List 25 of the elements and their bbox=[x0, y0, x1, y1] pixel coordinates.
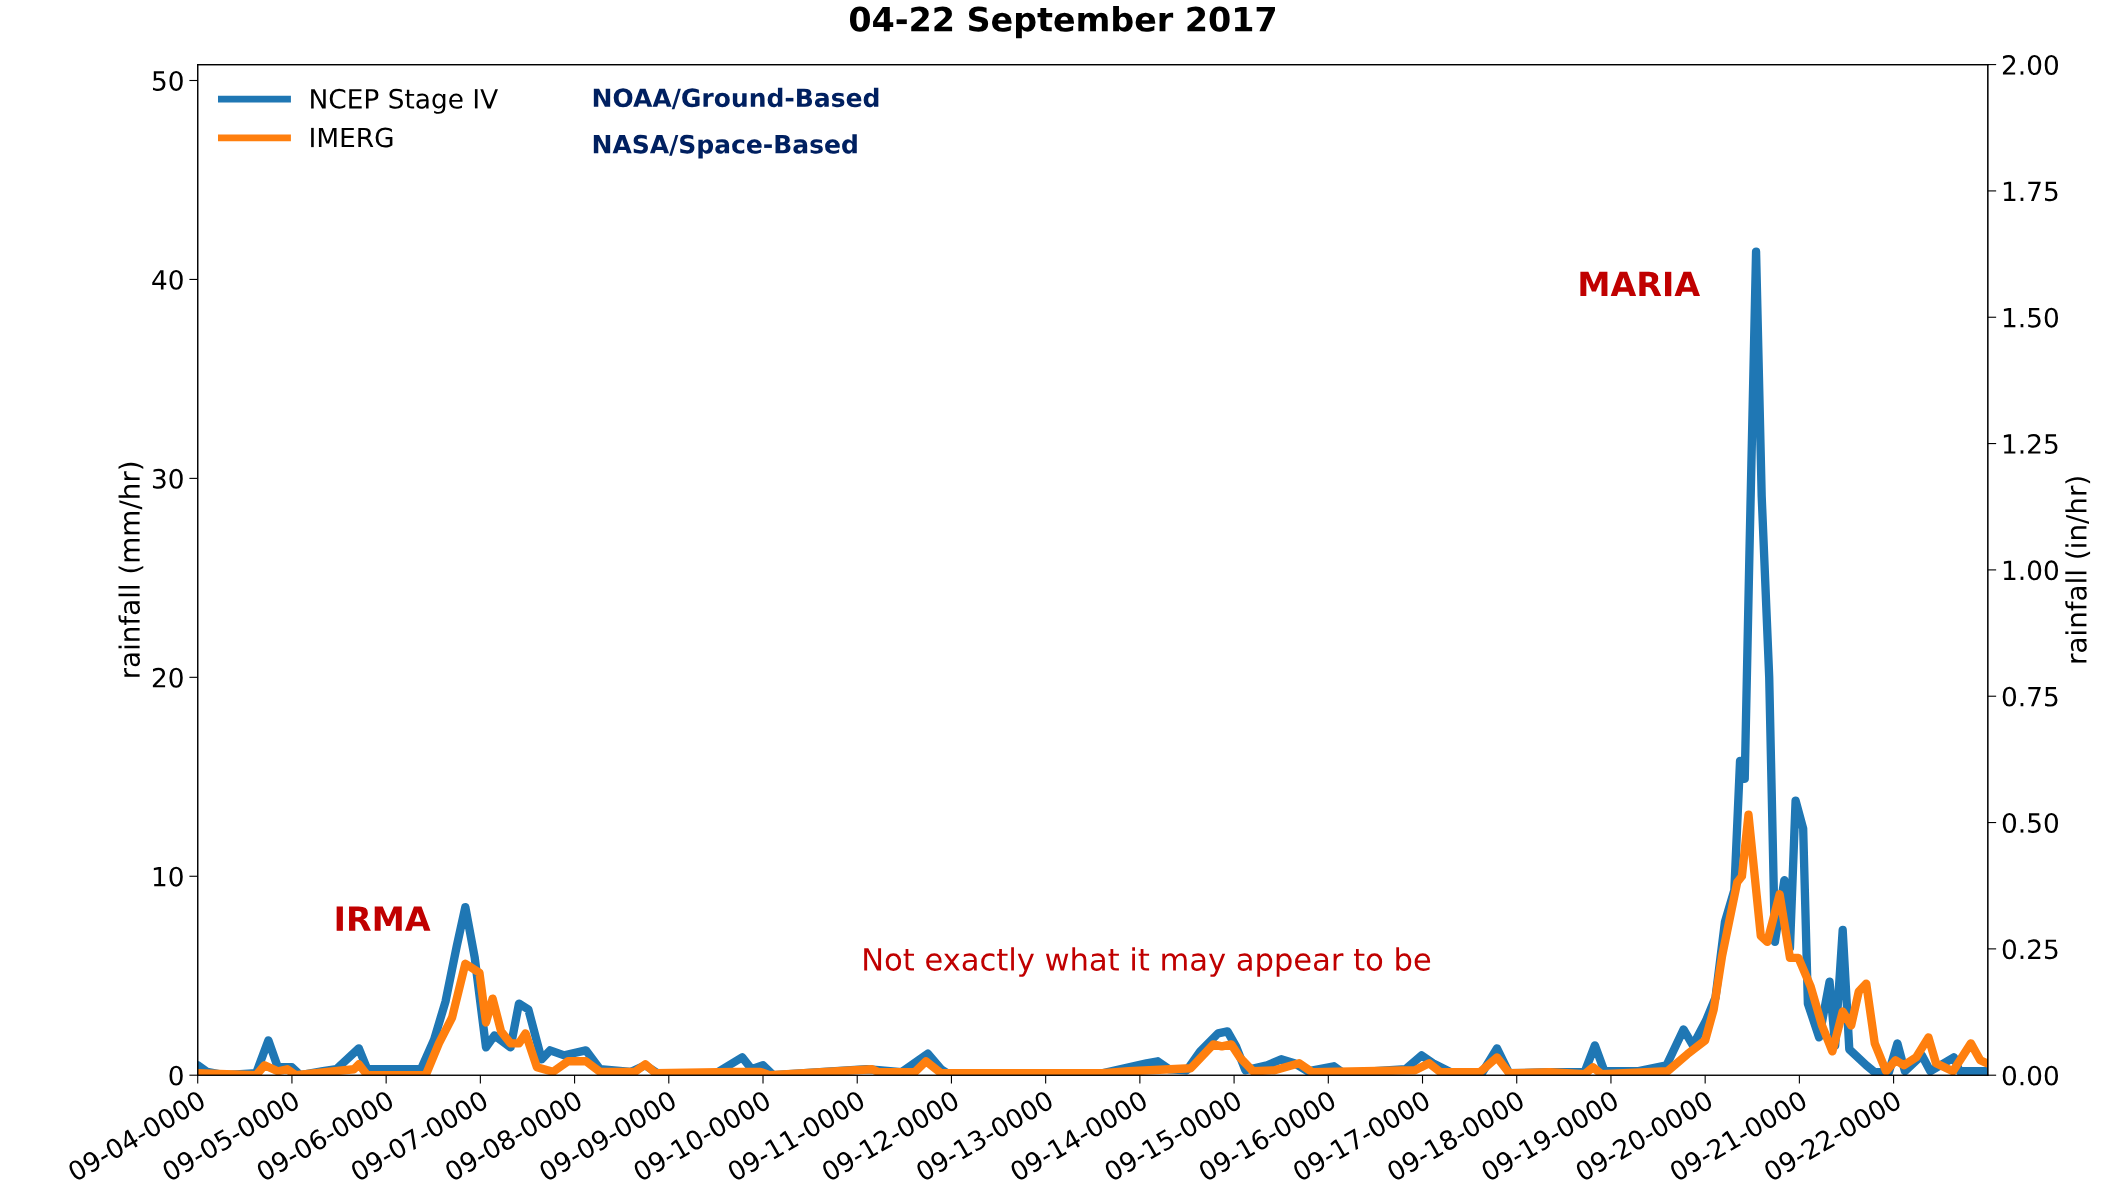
y2-tick-label: 2.00 bbox=[2002, 55, 2059, 75]
y2-axis-title: rainfall (in/hr) bbox=[2065, 477, 2091, 663]
legend-label: NCEP Stage IV bbox=[311, 88, 498, 114]
y-tick-label: 0 bbox=[169, 1065, 183, 1086]
y2-tick-label: 1.00 bbox=[2003, 560, 2059, 581]
y-axis-title: rainfall (mm/hr) bbox=[118, 462, 144, 677]
y2-tick-label: 0.75 bbox=[2002, 686, 2058, 707]
y-tick-label: 20 bbox=[152, 667, 183, 688]
annotation: MARIA bbox=[1580, 271, 1700, 297]
y2-tick-label: 0.00 bbox=[2002, 1065, 2059, 1086]
y2-tick-label: 0.25 bbox=[2002, 939, 2058, 960]
y-tick-label: 50 bbox=[152, 70, 183, 91]
y2-tick-label: 1.50 bbox=[2003, 307, 2059, 328]
y-tick-label: 30 bbox=[152, 468, 183, 489]
chart-title: 04-22 September 2017 bbox=[849, 5, 1275, 39]
annotation: NASA/Space-Based bbox=[593, 134, 857, 159]
y2-tick-label: 1.75 bbox=[2003, 181, 2058, 202]
y-tick-label: 40 bbox=[152, 269, 183, 290]
y2-tick-label: 1.25 bbox=[2003, 434, 2058, 454]
annotation: Not exactly what it may appear to be bbox=[864, 947, 1431, 977]
legend-label: IMERG bbox=[311, 127, 393, 148]
annotation: IRMA bbox=[336, 906, 431, 931]
y-tick-label: 10 bbox=[153, 866, 183, 887]
y2-tick-label: 0.50 bbox=[2002, 812, 2059, 833]
annotation: NOAA/Ground-Based bbox=[593, 87, 879, 110]
